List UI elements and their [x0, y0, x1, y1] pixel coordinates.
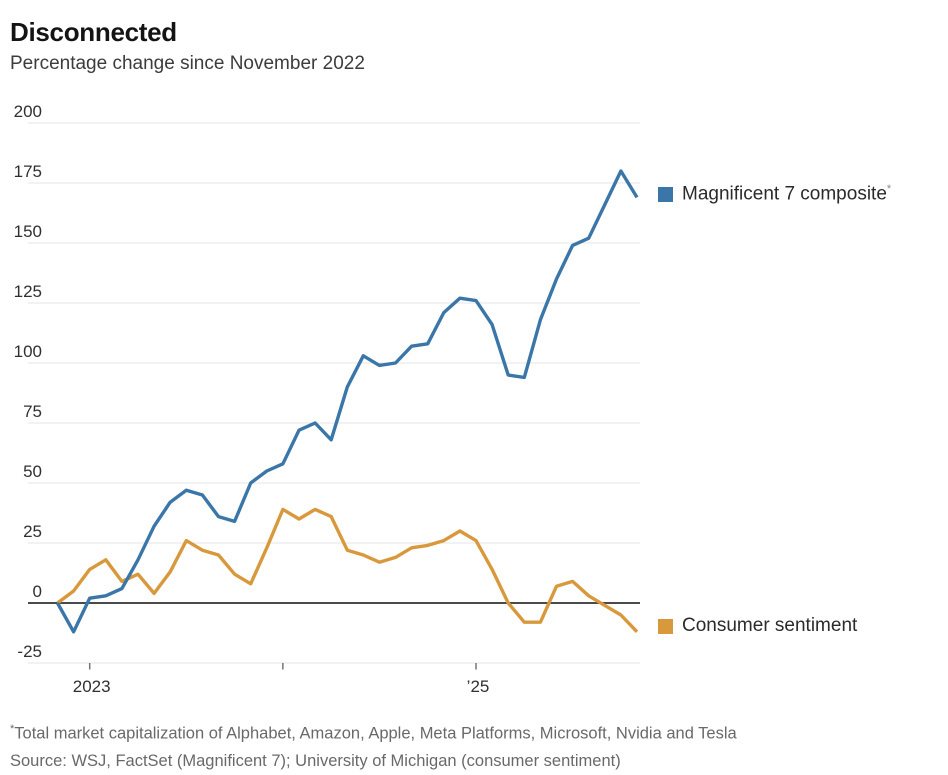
y-axis-label: 0 [33, 582, 42, 601]
chart-footer: *Total market capitalization of Alphabet… [10, 716, 940, 775]
series-line-magnificent-7-composite [56, 169, 639, 634]
legend-label-text: Consumer sentiment [682, 615, 858, 636]
legend-label-magnificent-7: Magnificent 7 composite* [682, 183, 891, 205]
y-axis-label: 150 [14, 222, 42, 241]
x-axis-label: 2023 [73, 677, 111, 696]
y-axis-label: 75 [23, 402, 42, 421]
x-axis-label: ’25 [467, 677, 490, 696]
y-axis-label: 25 [23, 522, 42, 541]
source-line: Source: WSJ, FactSet (Magnificent 7); Un… [10, 751, 621, 770]
plot-svg: 200 175 150 125 100 75 50 25 0 -25 2023 ’25 [14, 102, 640, 696]
series-line-consumer-sentiment [56, 507, 639, 633]
legend-swatch-consumer-sentiment-icon [658, 618, 673, 634]
footnote-line: *Total market capitalization of Alphabet… [10, 716, 940, 748]
y-axis-label: 125 [14, 282, 42, 301]
legend-label-consumer-sentiment: Consumer sentiment [682, 615, 857, 637]
legend-label-text: Magnificent 7 composite [682, 183, 887, 205]
footnote-marker-icon: * [886, 183, 892, 195]
footnote-text: Total market capitalization of Alphabet,… [14, 724, 737, 743]
y-axis-label: 100 [14, 342, 42, 361]
y-axis-label: 50 [23, 462, 42, 481]
legend-item-consumer-sentiment: Consumer sentiment [658, 615, 857, 637]
legend-swatch-magnificent-7-icon [658, 186, 673, 202]
chart-subtitle: Percentage change since November 2022 [10, 53, 365, 74]
footnote-marker: * [10, 723, 15, 735]
y-axis-label: 175 [14, 162, 42, 181]
y-axis-label: -25 [17, 642, 42, 661]
chart-title: Disconnected [10, 17, 177, 47]
y-axis-label: 200 [14, 102, 42, 121]
legend-item-magnificent-7: Magnificent 7 composite* [658, 183, 891, 205]
